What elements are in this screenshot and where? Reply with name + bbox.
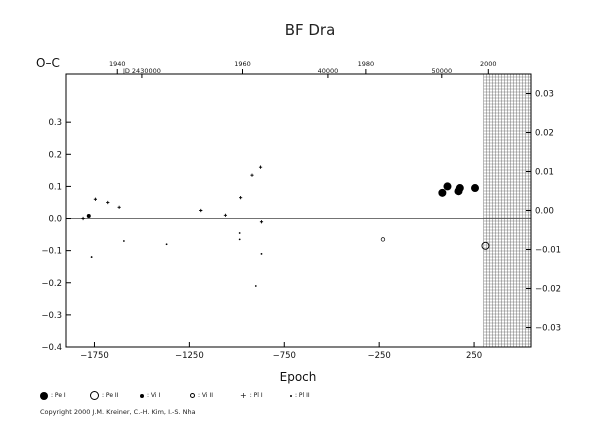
open-small-marker-icon	[190, 393, 195, 398]
jd-tick-label: JD 2430000	[122, 67, 161, 75]
legend-label: : Pe II	[102, 392, 119, 399]
pl-i-point	[81, 216, 85, 221]
pe-i-point	[471, 184, 480, 193]
pl-ii-point	[165, 243, 168, 246]
bottom-tick-label: 250	[466, 351, 482, 361]
pe-i-point	[455, 184, 464, 193]
hatch-lines	[483, 73, 531, 348]
pe-i-point	[443, 182, 452, 191]
data-points	[81, 165, 490, 287]
year-tick-label: 1940	[109, 60, 126, 68]
legend-item: + : Pl I	[240, 391, 290, 400]
y-axis-label: O–C	[36, 56, 60, 70]
pl-i-point	[199, 208, 203, 213]
pl-i-point	[106, 200, 110, 205]
bottom-tick-label: −1250	[175, 351, 204, 361]
pl-ii-point	[122, 240, 125, 242]
legend-label: : Vi I	[147, 392, 161, 399]
plot-frame	[65, 73, 532, 348]
right-axis-ticks: 0.03 0.02 0.01 0.00 −0.01 −0.02 −0.03	[526, 90, 561, 334]
legend-item: : Pe II	[90, 391, 140, 400]
legend-label: : Pl II	[295, 392, 310, 399]
vi-i-point	[86, 213, 91, 218]
left-axis-ticks: 0.3 0.2 0.1 0.0 −0.1 −0.2 −0.3 −0.4	[41, 118, 71, 353]
legend-label: : Pe I	[51, 392, 66, 399]
pl-i-point	[250, 173, 254, 177]
left-tick-label: −0.3	[41, 311, 62, 321]
dot-marker-icon	[290, 394, 292, 397]
pe-i-point	[438, 188, 447, 197]
pl-ii-point	[238, 238, 241, 241]
top-year-ticks: 1940 1960 1980 2000	[109, 60, 497, 74]
left-tick-label: −0.4	[41, 343, 62, 353]
year-tick-label: 1980	[358, 60, 375, 68]
filled-small-marker-icon	[140, 393, 144, 398]
vi-ii-point	[380, 237, 386, 242]
legend-label: : Vi II	[198, 392, 214, 399]
left-tick-label: 0.0	[48, 215, 62, 225]
bottom-axis-ticks: −1750 −1250 −750 −250 250	[80, 342, 482, 361]
filled-large-marker-icon	[40, 391, 48, 400]
x-axis-label: Epoch	[280, 370, 317, 384]
bottom-tick-label: −250	[367, 351, 390, 361]
pl-ii-point	[90, 256, 93, 258]
right-tick-label: −0.02	[535, 285, 561, 295]
legend-item: : Vi I	[140, 391, 190, 400]
left-tick-label: −0.2	[41, 279, 62, 289]
pl-i-point	[223, 213, 228, 217]
right-tick-label: 0.03	[535, 90, 554, 100]
pl-i-point	[93, 197, 98, 201]
legend: : Pe I : Pe II : Vi I : Vi II + : Pl I :…	[40, 391, 340, 400]
jd-tick-label: 40000	[318, 67, 339, 75]
bottom-tick-label: −1750	[80, 351, 109, 361]
legend-item: : Vi II	[190, 391, 240, 400]
pl-i-point	[258, 165, 263, 169]
pl-i-point	[117, 205, 121, 209]
jd-tick-label: 50000	[431, 67, 452, 75]
pe-ii-point	[481, 241, 490, 250]
left-tick-label: −0.1	[41, 247, 62, 257]
legend-item: : Pl II	[290, 391, 340, 400]
chart-title: BF Dra	[285, 21, 336, 39]
pl-ii-point	[254, 285, 257, 287]
right-tick-label: 0.02	[535, 129, 554, 139]
left-tick-label: 0.3	[48, 118, 62, 128]
right-tick-label: −0.01	[535, 246, 561, 256]
legend-item: : Pe I	[40, 391, 90, 400]
legend-label: : Pl I	[249, 392, 263, 399]
jd-ticks: JD 2430000 40000 50000	[122, 67, 452, 78]
left-tick-label: 0.1	[48, 182, 62, 192]
right-tick-label: 0.01	[535, 168, 554, 178]
future-hatch-area	[483, 73, 531, 348]
right-tick-label: −0.03	[535, 324, 561, 334]
pl-ii-point	[238, 232, 241, 234]
pl-i-point	[259, 220, 264, 224]
plus-marker-icon: +	[240, 390, 247, 400]
pl-ii-point	[260, 252, 263, 255]
copyright-text: Copyright 2000 J.M. Kreiner, C.-H. Kim, …	[40, 408, 196, 416]
pl-i-point	[239, 196, 243, 200]
year-tick-label: 2000	[480, 60, 497, 68]
left-tick-label: 0.2	[48, 150, 62, 160]
year-tick-label: 1960	[234, 60, 251, 68]
bottom-tick-label: −750	[273, 351, 296, 361]
right-tick-label: 0.00	[535, 207, 554, 217]
open-large-marker-icon	[90, 391, 99, 400]
